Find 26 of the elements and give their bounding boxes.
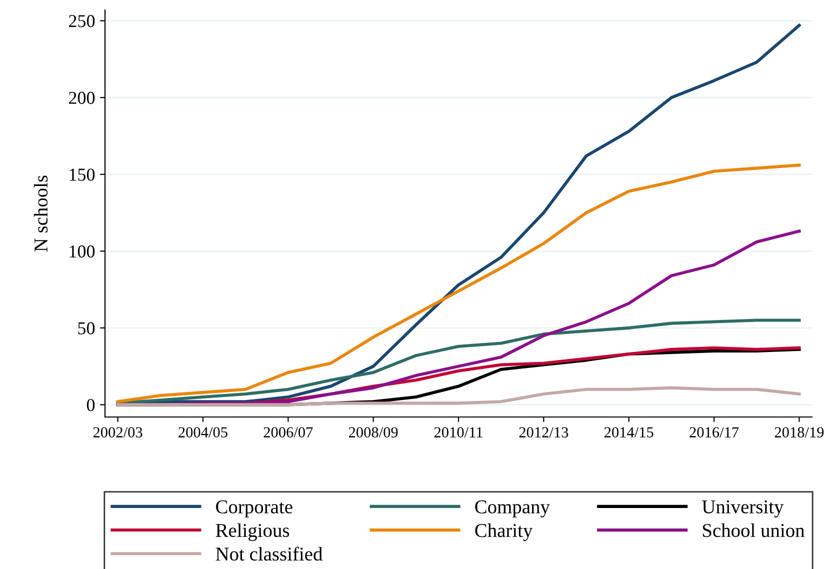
legend-label: Company: [475, 500, 550, 518]
y-axis-title: N schools: [34, 176, 48, 252]
x-tick-label: 2014/15: [604, 427, 654, 438]
y-tick-label: 50: [78, 322, 95, 334]
line-series: [116, 386, 801, 406]
x-tick-label: 2016/17: [690, 427, 739, 438]
legend-label: Religious: [216, 523, 290, 542]
y-tick-label: 150: [70, 168, 95, 181]
x-tick-label: 2010/11: [434, 427, 482, 438]
legend-label: Corporate: [216, 500, 292, 518]
x-tick-label: 2002/03: [93, 427, 142, 438]
x-tick-label: 2006/07: [264, 427, 313, 438]
x-tick-label: 2004/05: [178, 427, 228, 438]
line-series: [116, 318, 801, 405]
y-tick-label: 0: [86, 398, 95, 412]
legend-label: Charity: [475, 523, 533, 542]
line-series: [116, 164, 801, 404]
x-tick-label: 2012/13: [519, 427, 568, 438]
legend-label: University: [702, 500, 784, 518]
legend-label: Not classified: [216, 546, 322, 561]
y-tick-label: 100: [70, 245, 95, 258]
x-tick-label: 2018/19: [774, 427, 824, 438]
y-tick-label: 250: [68, 15, 95, 28]
y-tick-label: 200: [68, 92, 95, 104]
legend-label: School union: [702, 523, 805, 538]
x-tick-label: 2008/09: [348, 427, 398, 438]
